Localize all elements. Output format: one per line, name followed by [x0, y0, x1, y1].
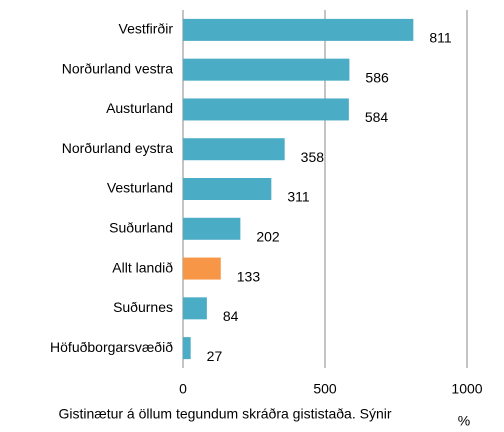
- bar: [183, 178, 272, 200]
- y-tick-label: Vestfirðir: [119, 21, 174, 37]
- value-label: 586: [365, 69, 389, 85]
- y-tick-label: Suðurnes: [113, 299, 173, 315]
- bar: [183, 217, 241, 240]
- y-tick-label: Höfuðborgarsvæðið: [50, 339, 173, 355]
- bar: [183, 18, 414, 41]
- y-tick-label: Vesturland: [107, 180, 173, 196]
- value-label: 311: [287, 189, 310, 205]
- value-label: 584: [365, 109, 389, 125]
- x-axis-label: Gistinætur á öllum tegundum skráðra gist…: [58, 406, 391, 422]
- x-unit: %: [458, 413, 470, 429]
- x-tick-label: 0: [179, 381, 187, 397]
- bar: [183, 98, 349, 121]
- y-tick-label: Austurland: [106, 100, 173, 116]
- value-label: 133: [237, 268, 261, 284]
- bar: [183, 337, 191, 360]
- value-label: 202: [256, 228, 280, 244]
- y-tick-label: Allt landið: [112, 259, 173, 275]
- y-tick-label: Norðurland eystra: [62, 140, 173, 156]
- x-tick-label: 500: [313, 381, 337, 397]
- value-label: 84: [223, 308, 239, 324]
- value-label: 358: [301, 149, 325, 165]
- bar: [183, 58, 350, 81]
- x-tick-label: 1000: [451, 381, 482, 397]
- y-tick-label: Norðurland vestra: [62, 60, 173, 76]
- bar: [183, 297, 207, 320]
- value-label: 811: [429, 30, 452, 46]
- bar: [183, 257, 221, 280]
- value-label: 27: [207, 348, 223, 364]
- bar: [183, 138, 285, 161]
- y-tick-label: Suðurland: [109, 219, 173, 235]
